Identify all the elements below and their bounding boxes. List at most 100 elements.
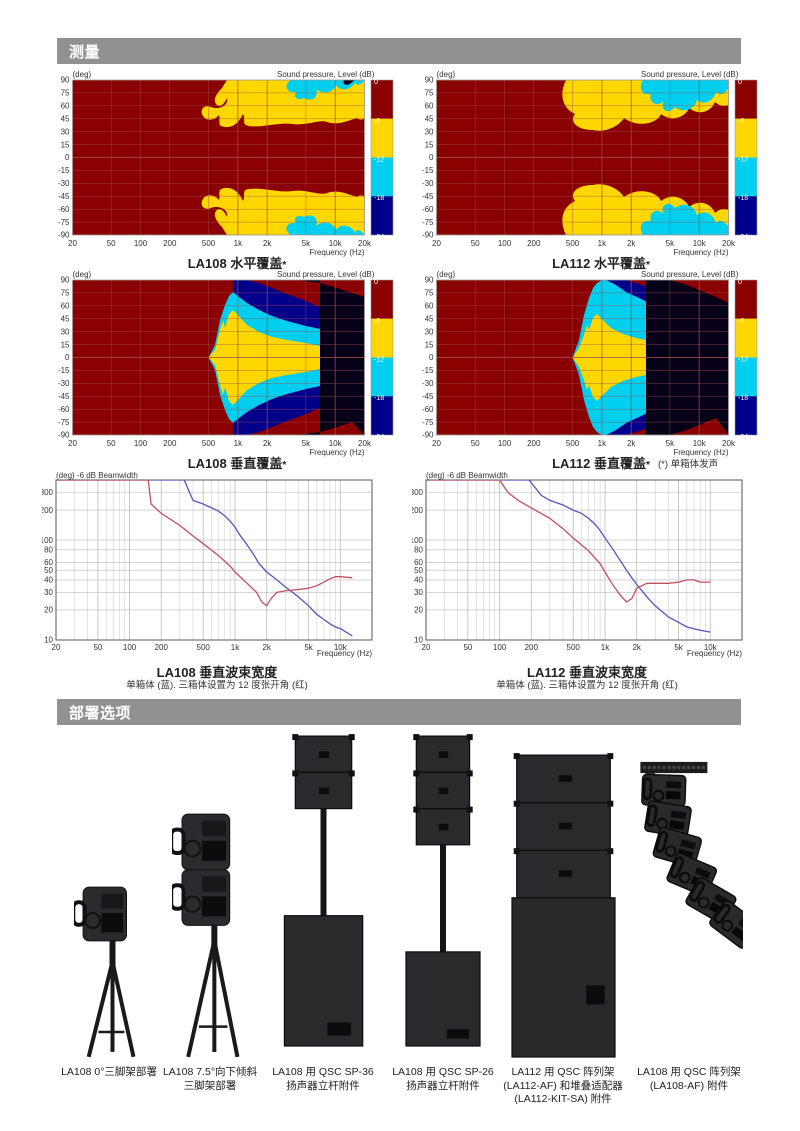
svg-text:200: 200: [412, 506, 424, 515]
svg-text:20: 20: [422, 643, 431, 652]
svg-text:50: 50: [44, 566, 53, 575]
svg-text:0: 0: [65, 353, 70, 362]
svg-text:50: 50: [463, 643, 472, 652]
svg-text:Sound pressure, Level (dB): Sound pressure, Level (dB): [641, 70, 739, 79]
svg-text:0: 0: [374, 79, 378, 86]
svg-text:-18: -18: [374, 195, 384, 202]
svg-text:2k: 2k: [263, 439, 272, 448]
svg-text:200: 200: [42, 506, 54, 515]
svg-text:Sound pressure, Level (dB): Sound pressure, Level (dB): [641, 270, 739, 279]
svg-text:15: 15: [61, 340, 70, 349]
svg-text:200: 200: [163, 439, 177, 448]
svg-text:-60: -60: [422, 205, 434, 214]
svg-text:50: 50: [414, 566, 423, 575]
svg-text:(deg) -6 dB Beamwidth: (deg) -6 dB Beamwidth: [426, 472, 508, 480]
svg-text:-18: -18: [738, 395, 748, 402]
svg-text:-12: -12: [738, 157, 748, 164]
svg-text:1k: 1k: [601, 643, 610, 652]
svg-text:5k: 5k: [304, 643, 313, 652]
svg-text:(deg) -6 dB Beamwidth: (deg) -6 dB Beamwidth: [56, 472, 138, 480]
svg-text:-45: -45: [58, 392, 70, 401]
svg-text:0: 0: [429, 153, 434, 162]
svg-text:5k: 5k: [666, 239, 675, 248]
svg-text:(deg): (deg): [437, 70, 456, 79]
svg-text:-15: -15: [58, 166, 70, 175]
svg-text:-18: -18: [374, 395, 384, 402]
svg-text:30: 30: [425, 127, 434, 136]
svg-text:5k: 5k: [302, 239, 311, 248]
svg-text:60: 60: [425, 302, 434, 311]
svg-text:20: 20: [432, 239, 441, 248]
svg-text:-75: -75: [58, 218, 70, 227]
svg-text:-75: -75: [422, 218, 434, 227]
svg-text:100: 100: [493, 643, 507, 652]
svg-text:50: 50: [471, 239, 480, 248]
svg-text:20k: 20k: [722, 239, 736, 248]
svg-text:-6: -6: [374, 318, 380, 325]
svg-text:40: 40: [44, 576, 53, 585]
svg-text:0: 0: [738, 279, 742, 286]
svg-text:10k: 10k: [329, 439, 343, 448]
svg-text:15: 15: [61, 140, 70, 149]
svg-text:90: 90: [61, 276, 70, 285]
svg-text:500: 500: [566, 239, 580, 248]
svg-text:45: 45: [61, 315, 70, 324]
svg-text:20: 20: [414, 606, 423, 615]
svg-text:-30: -30: [422, 379, 434, 388]
svg-text:90: 90: [425, 276, 434, 285]
svg-text:-6: -6: [738, 318, 744, 325]
svg-text:20: 20: [68, 439, 77, 448]
svg-text:100: 100: [42, 536, 54, 545]
svg-text:50: 50: [107, 239, 116, 248]
svg-text:Sound pressure, Level (dB): Sound pressure, Level (dB): [277, 70, 375, 79]
svg-text:20: 20: [68, 239, 77, 248]
svg-text:-18: -18: [738, 195, 748, 202]
svg-text:-30: -30: [58, 379, 70, 388]
svg-text:200: 200: [163, 239, 177, 248]
svg-text:-45: -45: [58, 192, 70, 201]
svg-text:Frequency (Hz): Frequency (Hz): [687, 649, 742, 658]
svg-text:100: 100: [134, 439, 148, 448]
svg-text:10k: 10k: [693, 239, 707, 248]
svg-text:45: 45: [425, 315, 434, 324]
svg-text:(deg): (deg): [73, 270, 92, 279]
svg-text:20: 20: [52, 643, 61, 652]
svg-text:1k: 1k: [598, 239, 607, 248]
svg-text:-30: -30: [422, 179, 434, 188]
svg-text:60: 60: [61, 102, 70, 111]
svg-text:75: 75: [61, 289, 70, 298]
svg-text:0: 0: [738, 79, 742, 86]
svg-text:-15: -15: [422, 166, 434, 175]
svg-text:200: 200: [525, 643, 539, 652]
svg-text:2k: 2k: [627, 239, 636, 248]
svg-text:2k: 2k: [262, 643, 271, 652]
svg-text:-6: -6: [374, 118, 380, 125]
svg-text:10k: 10k: [693, 439, 707, 448]
svg-text:500: 500: [197, 643, 211, 652]
svg-text:0: 0: [374, 279, 378, 286]
svg-text:30: 30: [425, 327, 434, 336]
svg-text:-45: -45: [422, 392, 434, 401]
svg-text:300: 300: [42, 488, 54, 497]
svg-text:-75: -75: [58, 418, 70, 427]
svg-text:-75: -75: [422, 418, 434, 427]
svg-text:20: 20: [432, 439, 441, 448]
svg-text:1k: 1k: [598, 439, 607, 448]
svg-text:5k: 5k: [674, 643, 683, 652]
svg-text:200: 200: [155, 643, 169, 652]
svg-text:45: 45: [61, 115, 70, 124]
svg-text:-45: -45: [422, 192, 434, 201]
svg-text:0: 0: [429, 353, 434, 362]
svg-text:-24: -24: [738, 234, 748, 241]
svg-text:500: 500: [566, 439, 580, 448]
svg-text:Frequency (Hz): Frequency (Hz): [317, 649, 372, 658]
svg-text:(deg): (deg): [437, 270, 456, 279]
svg-text:30: 30: [61, 127, 70, 136]
svg-text:30: 30: [44, 588, 53, 597]
svg-text:90: 90: [61, 76, 70, 85]
svg-text:5k: 5k: [666, 439, 675, 448]
svg-text:200: 200: [527, 439, 541, 448]
svg-text:200: 200: [527, 239, 541, 248]
svg-text:1k: 1k: [234, 239, 243, 248]
svg-text:15: 15: [425, 340, 434, 349]
